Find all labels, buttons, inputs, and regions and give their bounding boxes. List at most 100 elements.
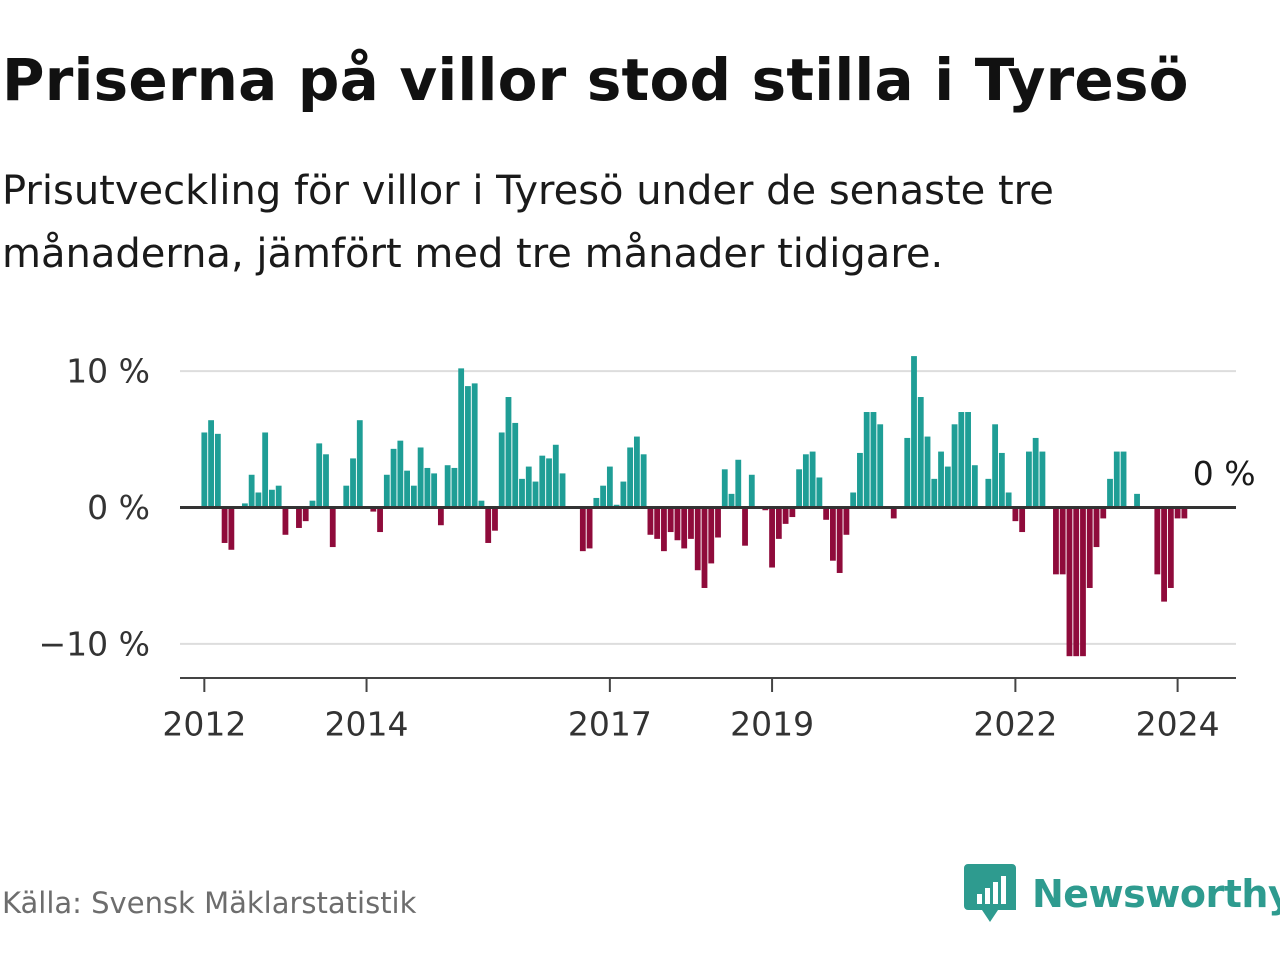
bar-positive xyxy=(640,454,647,508)
bar-positive xyxy=(600,485,607,508)
bar-positive xyxy=(471,383,478,508)
bar-negative xyxy=(647,507,654,535)
bar-negative xyxy=(661,507,667,552)
bar-positive xyxy=(809,451,816,508)
bar-negative xyxy=(377,507,383,533)
x-tick-label: 2024 xyxy=(1136,705,1220,744)
bar-positive xyxy=(539,455,546,508)
bar-positive xyxy=(214,433,221,508)
chart-title: Priserna på villor stod stilla i Tyresö xyxy=(2,46,1189,114)
bar-positive xyxy=(208,420,214,508)
bar-negative xyxy=(492,507,498,531)
bar-positive xyxy=(796,469,803,508)
bar-positive xyxy=(397,440,404,508)
bar-positive xyxy=(998,452,1005,508)
bar-negative xyxy=(667,507,674,533)
bar-negative xyxy=(782,507,789,524)
x-tick-label: 2017 xyxy=(568,705,652,744)
bar-chart: 10 % 0 % −10 % 2012 2014 2017 2019 2022 2024 0 % xyxy=(39,352,1256,744)
bar-negative xyxy=(228,507,235,550)
bar-negative xyxy=(1019,507,1026,533)
bar-positive xyxy=(343,485,350,508)
bar-positive xyxy=(1032,437,1039,508)
y-tick-label: −10 % xyxy=(39,624,151,663)
bar-positive xyxy=(992,424,999,508)
bar-negative xyxy=(681,507,688,549)
bar-negative xyxy=(1100,507,1107,519)
bar-negative xyxy=(694,507,701,571)
bar-positive xyxy=(444,465,451,508)
bar-negative xyxy=(437,507,444,526)
bar-negative xyxy=(329,507,336,548)
x-tick-label: 2019 xyxy=(730,705,814,744)
bar-negative xyxy=(775,507,782,539)
bar-positive xyxy=(410,485,417,508)
bar-positive xyxy=(721,469,728,508)
bar-negative xyxy=(769,507,775,568)
bar-positive xyxy=(924,436,931,508)
bar-positive xyxy=(316,443,323,508)
bar-positive xyxy=(965,412,971,508)
bar-positive xyxy=(728,493,735,508)
bar-positive xyxy=(857,452,863,508)
bar-negative xyxy=(654,507,661,539)
bar-negative xyxy=(674,507,681,541)
bar-positive xyxy=(546,458,552,508)
source-note: Källa: Svensk Mäklarstatistik xyxy=(2,886,417,920)
chart-subtitle: Prisutveckling för villor i Tyresö under… xyxy=(2,168,1054,277)
newsworthy-logo: Newsworthy xyxy=(964,864,1280,924)
bar-positive xyxy=(525,466,532,508)
bar-positive xyxy=(323,454,329,508)
bar-positive xyxy=(505,397,512,508)
brand-name: Newsworthy xyxy=(1032,872,1280,916)
bar-positive xyxy=(404,470,410,508)
bar-positive xyxy=(519,478,525,508)
bar-negative xyxy=(296,507,302,528)
bar-positive xyxy=(593,497,600,508)
bar-positive xyxy=(985,478,992,508)
bar-positive xyxy=(478,500,485,508)
bar-positive xyxy=(911,356,917,508)
newsworthy-chart-icon xyxy=(964,864,1016,922)
bar-positive xyxy=(201,432,208,508)
bar-positive xyxy=(269,489,275,508)
bar-negative xyxy=(742,507,748,546)
bar-positive xyxy=(356,420,363,508)
bar-negative xyxy=(282,507,289,535)
bar-negative xyxy=(688,507,694,539)
bar-positive xyxy=(275,485,282,508)
bar-positive xyxy=(248,474,255,508)
bar-positive xyxy=(944,466,951,508)
bar-positive xyxy=(383,474,390,508)
bar-negative xyxy=(1053,507,1059,575)
bar-positive xyxy=(748,474,755,508)
bar-negative xyxy=(302,507,309,522)
bar-positive xyxy=(938,451,944,508)
latest-value-label: 0 % xyxy=(1193,454,1256,493)
bar-positive xyxy=(1113,451,1120,508)
bar-positive xyxy=(255,492,262,508)
bar-positive xyxy=(870,412,877,508)
bar-positive xyxy=(917,397,924,508)
x-tick-label: 2022 xyxy=(973,705,1057,744)
bar-positive xyxy=(951,424,958,508)
bar-negative xyxy=(715,507,721,538)
bar-positive xyxy=(458,368,465,508)
bar-positive xyxy=(309,500,316,508)
bar-positive xyxy=(1039,451,1046,508)
bar-negative xyxy=(823,507,830,520)
bar-positive xyxy=(1120,451,1127,508)
bar-positive xyxy=(390,448,397,508)
bar-positive xyxy=(241,503,248,508)
bar-negative xyxy=(1012,507,1019,522)
bar-positive xyxy=(877,424,884,508)
bar-negative xyxy=(485,507,492,543)
bar-negative xyxy=(370,507,377,512)
bar-positive xyxy=(1107,478,1113,508)
bar-negative xyxy=(843,507,850,535)
bar-positive xyxy=(262,432,269,508)
bar-positive xyxy=(958,412,965,508)
bar-negative xyxy=(221,507,228,543)
bar-positive xyxy=(1134,493,1140,508)
bar-positive xyxy=(431,473,438,508)
